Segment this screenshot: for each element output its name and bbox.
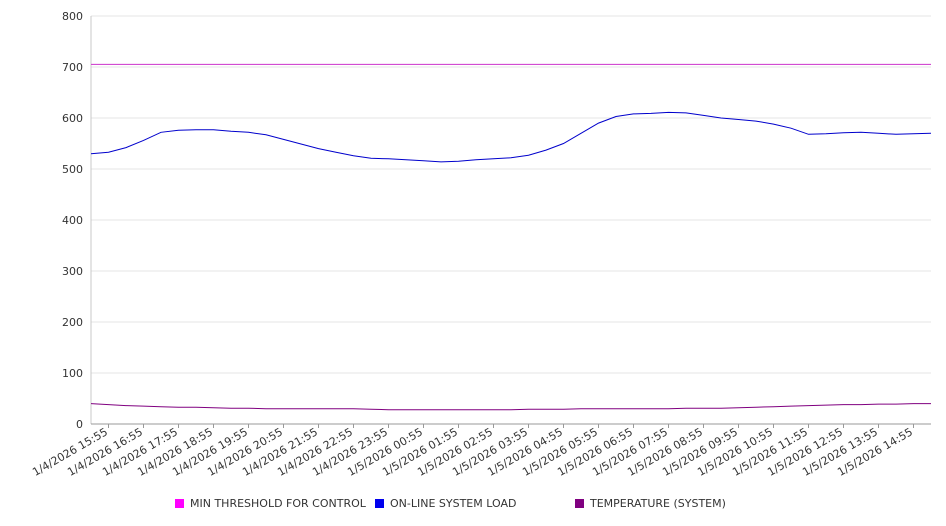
legend-label: MIN THRESHOLD FOR CONTROL [190,497,366,510]
y-axis-ticks: 0 100 200 300 400 500 600 700 800 [62,10,83,431]
y-tick-label: 0 [76,418,83,431]
x-axis-ticks: 1/4/2026 15:551/4/2026 16:551/4/2026 17:… [30,424,915,479]
legend-item-temperature[interactable]: TEMPERATURE (SYSTEM) [575,497,726,510]
series-line-1 [90,111,932,163]
legend-swatch-icon [375,499,384,508]
legend-item-system-load[interactable]: ON-LINE SYSTEM LOAD [375,497,516,510]
axes [90,16,931,425]
legend: MIN THRESHOLD FOR CONTROL ON-LINE SYSTEM… [0,497,946,515]
y-tick-label: 300 [62,265,83,278]
y-tick-label: 200 [62,316,83,329]
legend-item-min-threshold[interactable]: MIN THRESHOLD FOR CONTROL [175,497,366,510]
legend-label: ON-LINE SYSTEM LOAD [390,497,517,510]
y-tick-label: 800 [62,10,83,23]
grid-lines [91,15,931,425]
series-lines [90,63,932,411]
legend-swatch-icon [175,499,184,508]
y-tick-label: 100 [62,367,83,380]
y-tick-label: 600 [62,112,83,125]
series-line-2 [90,403,931,411]
legend-label: TEMPERATURE (SYSTEM) [590,497,726,510]
y-tick-label: 700 [62,61,83,74]
legend-swatch-icon [575,499,584,508]
y-tick-label: 400 [62,214,83,227]
y-tick-label: 500 [62,163,83,176]
